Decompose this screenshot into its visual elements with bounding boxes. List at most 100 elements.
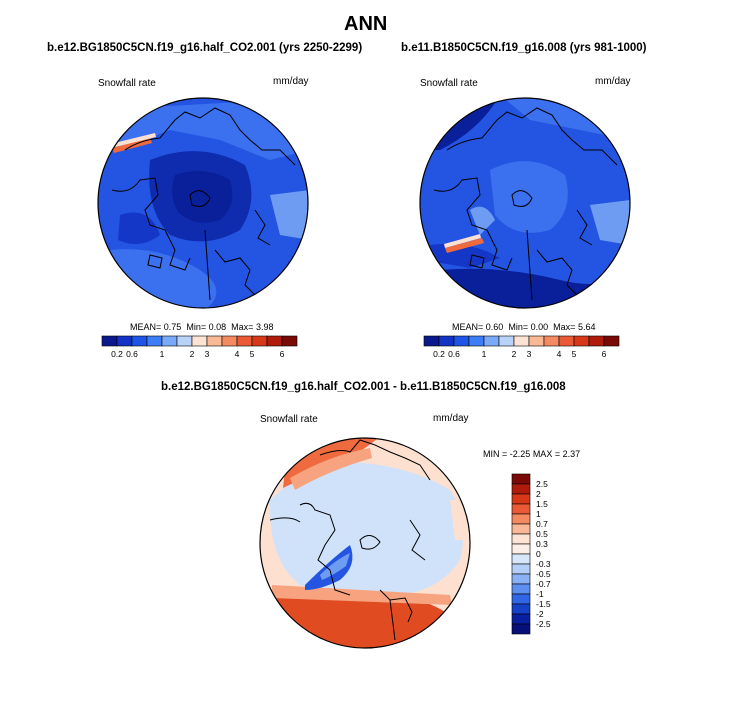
panel3-region-salmon-north	[290, 448, 372, 490]
panel3-colorbar-box	[511, 473, 531, 485]
panel3-colorbar-tick-label: 2	[536, 489, 541, 499]
panel2-colorbar: 0.2 0.6 1 2 3 4 5 6	[423, 335, 620, 359]
panel3-title: b.e12.BG1850C5CN.f19_g16.half_CO2.001 - …	[161, 381, 566, 393]
panel1-colorbar-tick-label: 4	[235, 349, 240, 359]
panel3-colorbar-box	[511, 593, 531, 605]
panel1-stats: MEAN= 0.75 Min= 0.08 Max= 3.98	[130, 322, 273, 332]
panel3-coastlines	[269, 439, 431, 641]
panel2-region-peach-strip	[444, 234, 481, 248]
panel2-region-pale-west	[470, 206, 495, 235]
panel2-colorbar-tick-label: 0.2	[433, 349, 445, 359]
panel1-field-label: Snowfall rate	[98, 78, 156, 89]
panel3-colorbar-tick-label: 0.7	[536, 519, 548, 529]
panel3-colorbar-tick-label: -1	[536, 589, 544, 599]
panel2-field-label: Snowfall rate	[420, 78, 478, 89]
panel2-colorbar-tick-label: 1	[482, 349, 487, 359]
panel2-max-label: Max=	[553, 322, 576, 332]
panel1-units: mm/day	[273, 76, 309, 87]
panel2-title: b.e11.B1850C5CN.f19_g16.008 (yrs 981-100…	[401, 42, 647, 54]
panel2-map-border	[419, 97, 631, 309]
panel3-colorbar-box	[511, 603, 531, 615]
panel3-max-label: MAX =	[532, 449, 561, 459]
panel3-colorbar-box	[511, 483, 531, 495]
panel1-region-deep-core	[172, 171, 233, 223]
panel1-colorbar-tick-label: 1	[160, 349, 165, 359]
panel1-map-border	[97, 97, 309, 309]
panel3-region-paleblue-center	[269, 462, 464, 597]
panel2-colorbar-tick-label: 0.6	[448, 349, 460, 359]
panel1-min-label: Min=	[186, 322, 207, 332]
panel3-min-value: -2.25	[509, 449, 531, 459]
panel3-colorbar: 2.521.510.70.50.30-0.3-0.5-0.7-1-1.5-2-2…	[511, 473, 551, 635]
panel2-coastlines	[433, 107, 618, 301]
panel3-colorbar-box	[511, 623, 531, 635]
panel2-min-label: Min=	[508, 322, 529, 332]
panel1-colorbar-tick-label: 3	[205, 349, 210, 359]
panel3-field-label: Snowfall rate	[260, 414, 318, 425]
panel3-colorbar-tick-label: -2.5	[536, 619, 551, 629]
panel1-colorbar-tick-label: 2	[190, 349, 195, 359]
panel2-colorbar-tick-label: 3	[527, 349, 532, 359]
panel3-region-lightblue-west	[320, 553, 350, 580]
panel2-colorbar-tick-label: 4	[557, 349, 562, 359]
panel1-mean-label: MEAN=	[130, 322, 162, 332]
panel3-colorbar-box	[511, 503, 531, 515]
panel3-units: mm/day	[433, 413, 469, 424]
panel1-region-peach-strip	[110, 133, 156, 148]
panel3-colorbar-tick-label: -0.7	[536, 579, 551, 589]
panel3-colorbar-box	[511, 533, 531, 545]
panel1-region-pale-east	[270, 190, 308, 240]
panel1-max-label: Max=	[231, 322, 254, 332]
panel1-colorbar-tick-label: 6	[280, 349, 285, 359]
panel3-colorbar-box	[511, 583, 531, 595]
panel3-colorbar-box	[511, 613, 531, 625]
panel2-region-light-center	[490, 161, 568, 233]
panel3-colorbar-tick-label: 0	[536, 549, 541, 559]
panel3-colorbar-box	[511, 553, 531, 565]
panel3-colorbar-tick-label: -2	[536, 609, 544, 619]
panel2-mean-label: MEAN=	[452, 322, 484, 332]
panel1-region-dark-west	[118, 212, 160, 244]
panel3-colorbar-tick-label: 2.5	[536, 479, 548, 489]
panel1-colorbar-tick-label: 5	[250, 349, 255, 359]
panel3-colorbar-box	[511, 523, 531, 535]
figure-title: ANN	[344, 13, 388, 35]
panel1-max-value: 3.98	[255, 322, 274, 332]
panel2-units: mm/day	[595, 76, 631, 87]
panel3-max-value: 2.37	[562, 449, 581, 459]
panel2-mean-value: 0.60	[485, 322, 504, 332]
panel1-coastlines	[111, 107, 296, 301]
panel1-colorbar-tick-label: 0.6	[126, 349, 138, 359]
panel3-colorbar-box	[511, 493, 531, 505]
panel1-mean-value: 0.75	[163, 322, 182, 332]
panel2-colorbar-tick-label: 5	[572, 349, 577, 359]
panel3-colorbar-box	[511, 563, 531, 575]
panel3-stats: MIN = -2.25 MAX = 2.37	[483, 449, 580, 459]
panel2-colorbar-tick-label: 6	[602, 349, 607, 359]
panel3-map-border	[259, 437, 471, 649]
panel1-min-value: 0.08	[208, 322, 227, 332]
panel3-colorbar-tick-label: -0.3	[536, 559, 551, 569]
panel3-colorbar-tick-label: -1.5	[536, 599, 551, 609]
panel3-colorbar-box	[511, 513, 531, 525]
panel1-colorbar: 0.2 0.6 1 2 3 4 5 6	[101, 335, 298, 359]
panel1-colorbar-box	[281, 335, 298, 347]
panel1-title: b.e12.BG1850C5CN.f19_g16.half_CO2.001 (y…	[47, 42, 363, 54]
panel2-region-pale-east	[590, 200, 630, 245]
panel2-region-orange-strip	[445, 238, 484, 253]
panel2-stats: MEAN= 0.60 Min= 0.00 Max= 5.64	[452, 322, 595, 332]
panel3-colorbar-tick-label: 1.5	[536, 499, 548, 509]
panel1-colorbar-tick-label: 0.2	[111, 349, 123, 359]
panel3-colorbar-tick-label: 0.3	[536, 539, 548, 549]
panel3-colorbar-tick-label: 1	[536, 509, 541, 519]
panel2-max-value: 5.64	[577, 322, 596, 332]
panel3-colorbar-box	[511, 573, 531, 585]
panel3-colorbar-tick-label: -0.5	[536, 569, 551, 579]
panel2-colorbar-box	[603, 335, 620, 347]
panel2-min-value: 0.00	[530, 322, 549, 332]
panel3-colorbar-tick-label: 0.5	[536, 529, 548, 539]
panel2-colorbar-tick-label: 2	[512, 349, 517, 359]
